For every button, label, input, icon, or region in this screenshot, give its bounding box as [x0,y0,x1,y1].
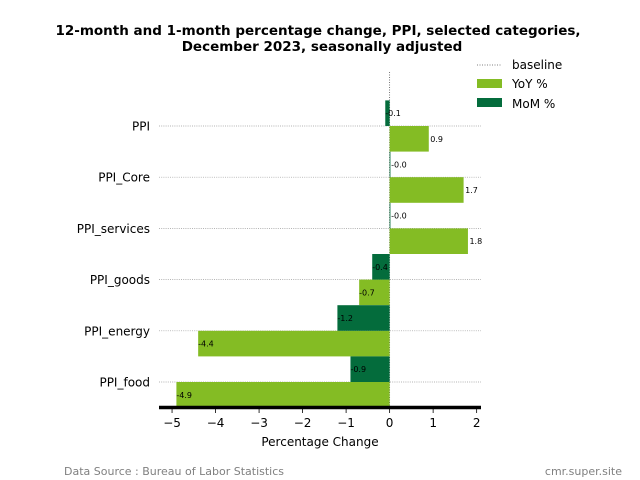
legend-mom-label: MoM % [512,97,555,111]
label-layer: 0.9 1.7 1.8 -0.7 -4.4 -4.9 -0.1 -0.0 -0.0 -0.4 -1.… [176,109,482,400]
data-label: 0.9 [430,135,443,144]
data-label: -0.0 [391,212,407,221]
category-label: PPI_goods [90,273,150,287]
bar-mom [350,356,390,382]
category-label: PPI_Core [98,171,150,185]
bar-yoy [198,330,390,357]
bar-mom [389,202,391,229]
bar-yoy [359,279,390,306]
bar-mom [385,100,390,126]
bar-layer [176,100,468,408]
x-tick-label: −4 [207,416,225,430]
bar-mom [389,151,391,178]
chart-title-line1: 12-month and 1-month percentage change, … [55,23,580,39]
category-label: PPI [132,120,150,134]
x-tick-label: 1 [429,416,437,430]
data-label: -0.9 [350,365,366,374]
x-tick-label: 0 [386,416,394,430]
legend-yoy-label: YoY % [511,77,548,91]
footer-source: Data Source : Bureau of Labor Statistics [64,465,284,478]
category-label: PPI_food [99,376,150,390]
x-tick-label: −2 [294,416,312,430]
category-label: PPI_services [77,222,150,236]
bar-mom [337,305,390,331]
data-label: -0.1 [385,109,401,118]
legend: baseline YoY % MoM % [477,58,562,111]
footer-site: cmr.super.site [545,465,622,478]
chart-title-line2: December 2023, seasonally adjusted [182,39,463,55]
data-label: -4.4 [198,340,214,349]
legend-mom-swatch [477,98,502,107]
bar-yoy [176,382,390,408]
data-label: 1.7 [465,186,478,195]
data-label: -0.7 [359,288,375,297]
data-label: -0.0 [391,160,407,169]
bar-yoy [389,177,464,203]
legend-yoy-swatch [477,79,502,88]
data-label: -0.4 [372,263,388,272]
data-label: -4.9 [176,391,192,400]
bar-yoy [389,228,468,254]
bar-yoy [389,126,429,152]
axis-layer: PPI PPI_Core PPI_services PPI_goods PPI_ener… [77,120,481,430]
x-tick-label: −1 [337,416,355,430]
x-axis-label: Percentage Change [261,435,378,449]
category-label: PPI_energy [84,324,150,338]
data-label: 1.8 [469,237,482,246]
x-tick-label: −5 [163,416,181,430]
legend-baseline-label: baseline [512,58,562,72]
bar-mom [372,254,390,280]
x-tick-label: 2 [473,416,481,430]
x-tick-label: −3 [250,416,268,430]
data-label: -1.2 [337,314,353,323]
